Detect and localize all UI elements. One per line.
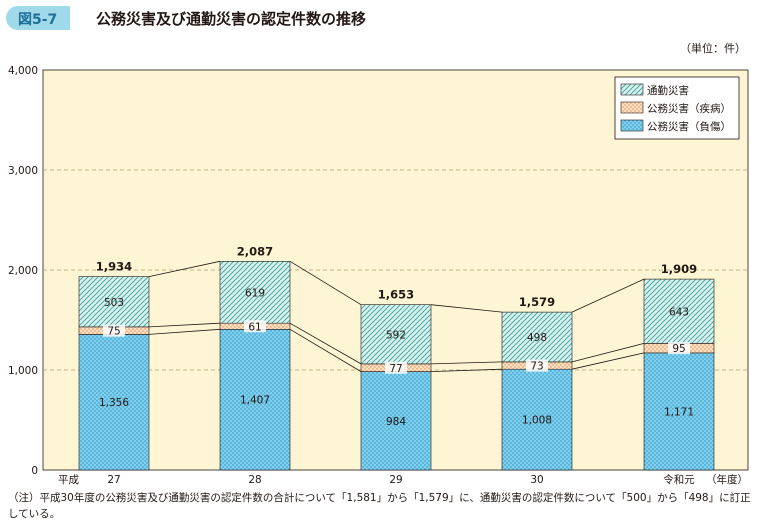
footnote: （注）平成30年度の公務災害及び通勤災害の認定件数の合計について「1,581」か… — [8, 492, 751, 520]
y-tick-label: 0 — [31, 465, 38, 477]
data-label: 592 — [386, 329, 406, 341]
y-tick-label: 1,000 — [8, 365, 38, 377]
legend-swatch — [620, 119, 644, 132]
connector-line — [430, 361, 503, 365]
x-tick-label: 30 — [530, 474, 543, 486]
data-label-bg — [244, 320, 266, 333]
data-label: 61 — [248, 321, 261, 333]
data-label: 1,356 — [99, 397, 129, 409]
figure-number: 図5-7 — [18, 12, 58, 28]
y-tick-label: 4,000 — [8, 65, 38, 77]
connector-line — [289, 260, 362, 306]
data-label: 1,171 — [664, 406, 694, 418]
bar-segment — [78, 334, 150, 471]
x-era-label: 平成 — [58, 474, 79, 486]
data-label: 73 — [530, 361, 543, 373]
connector-line — [289, 328, 362, 372]
connector-line — [430, 304, 503, 313]
x-axis-label: （年度） — [706, 473, 748, 486]
data-label: 77 — [389, 363, 402, 375]
data-label-bg — [103, 324, 125, 337]
connector-line — [571, 343, 645, 363]
connector-line — [148, 328, 221, 335]
data-label-bg — [526, 359, 548, 372]
data-label-bg — [668, 342, 690, 355]
y-tick-label: 2,000 — [8, 265, 38, 277]
total-label: 1,579 — [519, 295, 555, 309]
total-label: 1,653 — [378, 288, 414, 302]
x-tick-label: 29 — [389, 474, 402, 486]
data-label: 1,008 — [522, 415, 552, 427]
bars — [78, 260, 715, 471]
bar-segment — [219, 260, 291, 324]
data-label-bg — [385, 361, 407, 374]
x-tick-label: 27 — [107, 474, 120, 486]
connector-line — [289, 322, 362, 365]
legend-label: 通勤災害 — [647, 84, 689, 97]
connector-line — [571, 352, 645, 370]
data-label: 95 — [672, 343, 685, 355]
y-tick-label: 3,000 — [8, 165, 38, 177]
legend-label: 公務災害（負傷） — [647, 120, 731, 133]
data-labels: 1,356 75 503 1,934 1,407 61 619 2,087 984 77 592 1,… — [96, 244, 697, 427]
connector-line — [430, 368, 503, 372]
data-label: 984 — [386, 416, 406, 428]
chart-title: 公務災害及び通勤災害の認定件数の推移 — [96, 10, 367, 28]
data-label: 503 — [104, 297, 124, 309]
unit-label: （単位：件） — [680, 42, 746, 55]
bar-segment — [643, 278, 715, 344]
bar-segment — [501, 311, 573, 363]
x-axis-ticks: 平成 27 28 29 30 令和元 （年度） — [58, 473, 748, 486]
connector-line — [148, 322, 221, 328]
bar-segment — [501, 368, 573, 471]
legend-swatch — [620, 83, 644, 96]
total-label: 1,934 — [96, 260, 132, 274]
y-axis-ticks: 0 1,000 2,000 3,000 4,000 — [8, 65, 38, 477]
connector-line — [571, 278, 645, 313]
connector-lines — [148, 260, 645, 372]
legend-label: 公務災害（疾病） — [647, 102, 731, 115]
stacked-bar-chart: 0 1,000 2,000 3,000 4,000 1,356 75 503 1,934 1,4… — [8, 65, 749, 486]
total-label: 1,909 — [661, 262, 697, 276]
data-label: 498 — [527, 332, 547, 344]
legend-swatch — [620, 101, 644, 114]
bar-segment — [78, 276, 150, 328]
x-tick-label: 28 — [248, 474, 261, 486]
figure-number-badge: 図5-7 — [6, 6, 70, 30]
bar-segment — [360, 304, 432, 365]
x-tick-label: 令和元 — [663, 473, 695, 486]
data-label: 75 — [107, 326, 120, 338]
connector-line — [148, 260, 221, 277]
data-label: 1,407 — [240, 395, 270, 407]
bar-segment — [643, 352, 715, 471]
bar-segment — [219, 328, 291, 471]
data-label: 643 — [669, 306, 689, 318]
data-label: 619 — [245, 287, 265, 299]
total-label: 2,087 — [237, 244, 273, 258]
